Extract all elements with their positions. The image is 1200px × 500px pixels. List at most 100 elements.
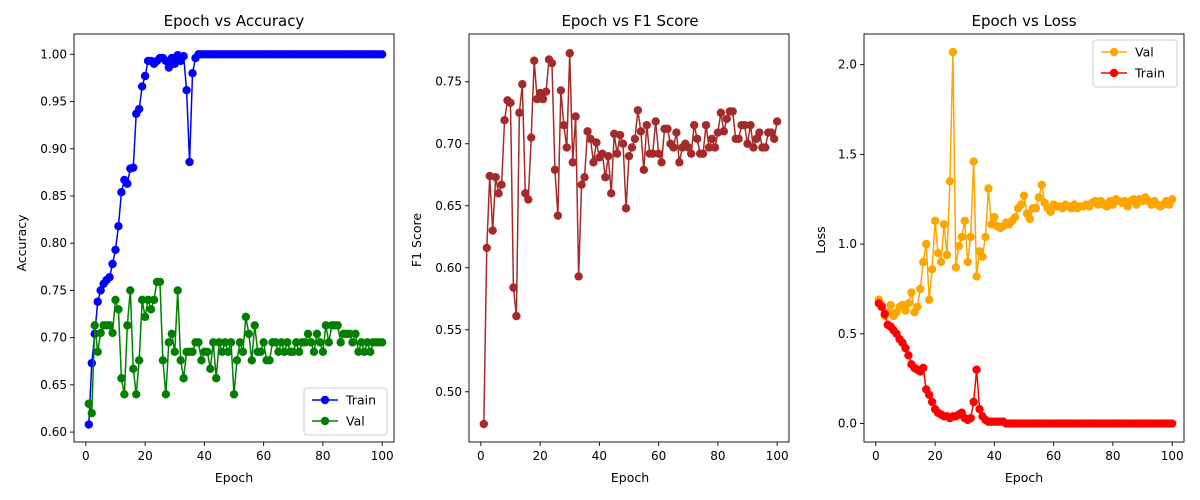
- data-point: [901, 306, 910, 315]
- data-point: [648, 149, 657, 158]
- data-point: [1025, 214, 1035, 224]
- data-point: [179, 374, 188, 383]
- data-point: [880, 309, 889, 319]
- data-point: [749, 143, 758, 152]
- data-point: [226, 338, 236, 347]
- data-point: [524, 195, 533, 204]
- data-point: [1167, 195, 1177, 204]
- data-point: [333, 321, 342, 330]
- x-tick-label: 100: [1161, 449, 1184, 463]
- x-tick-label: 0: [82, 449, 90, 463]
- data-point: [621, 204, 631, 213]
- legend-swatch-marker: [1109, 47, 1119, 57]
- data-point: [309, 347, 319, 357]
- data-point: [87, 358, 96, 368]
- data-point: [924, 295, 934, 304]
- data-point: [167, 329, 176, 339]
- data-point: [220, 338, 230, 347]
- chart-title: Epoch vs F1 Score: [561, 12, 698, 30]
- data-point: [265, 356, 274, 365]
- y-tick-label: 0.60: [435, 261, 462, 275]
- data-point: [922, 239, 931, 249]
- series-val: [84, 277, 387, 418]
- legend-item: Val: [312, 414, 365, 429]
- data-point: [277, 338, 286, 347]
- data-point: [203, 347, 212, 357]
- data-point: [306, 338, 316, 347]
- x-tick-label: 20: [927, 449, 942, 463]
- data-point: [692, 134, 702, 143]
- data-point: [170, 347, 179, 357]
- data-point: [687, 149, 696, 158]
- data-point: [256, 347, 265, 357]
- data-point: [957, 232, 966, 242]
- data-point: [612, 149, 622, 158]
- data-point: [642, 120, 651, 130]
- data-point: [1037, 180, 1046, 190]
- data-point: [84, 420, 94, 429]
- chart-title: Epoch vs Accuracy: [164, 12, 305, 30]
- data-point: [137, 295, 147, 305]
- data-point: [901, 343, 910, 353]
- data-point: [232, 356, 242, 365]
- data-point: [176, 356, 185, 365]
- data-point: [247, 356, 256, 365]
- data-point: [704, 143, 714, 152]
- data-point: [710, 143, 720, 152]
- f1-score-chart: Epoch vs F1 Score Epoch F1 Score 0 20 40 60…: [409, 12, 790, 485]
- data-point: [158, 356, 168, 365]
- y-axis-label: Accuracy: [14, 214, 29, 272]
- plot-frame: [73, 33, 395, 443]
- y-tick-label: 1.00: [40, 47, 67, 61]
- data-point: [553, 211, 563, 220]
- data-point: [529, 56, 539, 65]
- x-tick-label: 80: [315, 449, 330, 463]
- data-point: [966, 232, 975, 242]
- data-point: [90, 321, 99, 330]
- y-tick-label: 0.70: [40, 331, 67, 345]
- y-tick-label: 0.65: [435, 199, 462, 213]
- data-point: [274, 347, 283, 357]
- data-point: [601, 173, 610, 182]
- data-point: [292, 338, 301, 347]
- loss-chart: Epoch vs Loss Epoch Loss 0 20 40 60 80 100 0.0…: [813, 12, 1185, 485]
- data-point: [936, 257, 946, 267]
- y-tick-label: 0.85: [40, 189, 67, 203]
- data-point: [217, 347, 227, 357]
- y-axis-label: Loss: [813, 226, 828, 253]
- data-point: [689, 120, 699, 130]
- data-point: [746, 120, 755, 130]
- x-tick-label: 60: [256, 449, 271, 463]
- data-point: [377, 50, 387, 59]
- data-point: [182, 85, 191, 95]
- data-point: [556, 86, 566, 95]
- data-point: [672, 128, 681, 137]
- series-f1-score: [479, 49, 782, 429]
- data-point: [627, 143, 637, 152]
- data-point: [734, 134, 743, 143]
- data-point: [140, 71, 150, 81]
- data-point: [559, 120, 569, 130]
- data-point: [589, 158, 598, 167]
- data-point: [214, 338, 224, 347]
- y-tick-label: 2.0: [838, 58, 857, 72]
- data-point: [188, 68, 197, 78]
- data-point: [105, 321, 114, 330]
- data-point: [904, 299, 913, 308]
- data-point: [633, 106, 643, 115]
- legend-label: Train: [1134, 66, 1165, 81]
- plot-frame: [468, 33, 790, 443]
- data-point: [506, 98, 515, 108]
- data-point: [280, 347, 289, 357]
- x-tick-label: 0: [872, 449, 880, 463]
- y-tick-label: 0.70: [435, 137, 462, 151]
- y-tick-label: 0.95: [40, 95, 67, 109]
- y-tick-label: 0.0: [838, 417, 857, 431]
- data-point: [654, 149, 663, 158]
- data-point: [769, 134, 779, 143]
- y-tick-label: 0.65: [40, 378, 67, 392]
- data-point: [134, 104, 144, 114]
- data-point: [592, 138, 601, 147]
- data-point: [930, 216, 940, 225]
- data-point: [509, 283, 518, 292]
